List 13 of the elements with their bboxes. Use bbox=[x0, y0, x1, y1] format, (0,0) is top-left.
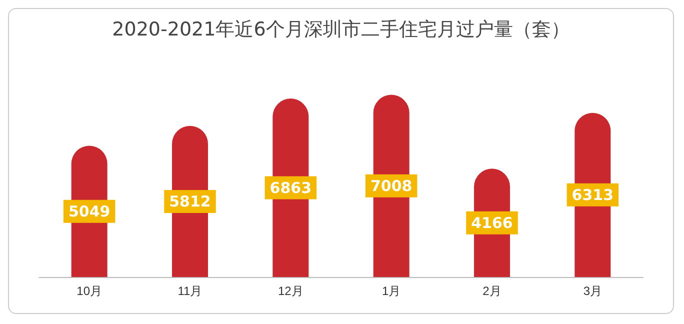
x-tick-label: 3月 bbox=[583, 284, 602, 298]
x-tick-label: 2月 bbox=[482, 284, 502, 298]
data-label: 7008 bbox=[370, 176, 412, 195]
data-label: 5812 bbox=[169, 192, 211, 210]
x-tick-label: 11月 bbox=[178, 284, 202, 298]
x-tick-label: 1月 bbox=[382, 284, 401, 298]
data-label: 5049 bbox=[68, 202, 110, 220]
data-label: 4166 bbox=[471, 214, 513, 232]
data-label: 6863 bbox=[270, 178, 312, 197]
chart-title: 2020-2021年近6个月深圳市二手住宅月过户量（套） bbox=[112, 18, 570, 40]
x-tick-label: 10月 bbox=[76, 284, 102, 298]
data-label: 6313 bbox=[572, 186, 614, 204]
x-tick-label: 12月 bbox=[278, 284, 304, 298]
